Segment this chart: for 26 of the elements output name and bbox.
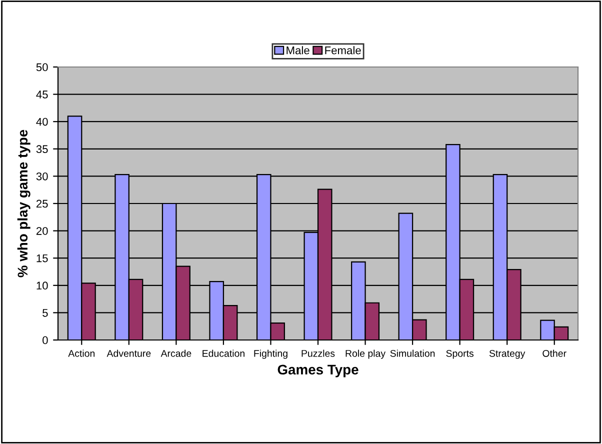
y-axis-title: % who play game type: [17, 130, 30, 278]
x-tick-label: Role play: [346, 350, 386, 359]
y-tick-label: 15: [36, 254, 48, 262]
x-tick-label: Puzzles: [302, 350, 335, 357]
y-tick-label: 45: [36, 90, 48, 98]
y-tick-label: 10: [36, 282, 48, 290]
y-tick-label: 20: [36, 227, 48, 235]
x-tick-label: Other: [542, 350, 566, 357]
y-tick-label: 5: [42, 309, 48, 317]
x-tick-label: Education: [202, 350, 244, 357]
legend-label: Male: [286, 46, 310, 54]
x-tick-label: Strategy: [489, 350, 526, 359]
y-tick-label: 30: [36, 172, 48, 180]
y-tick-label: 0: [42, 336, 48, 344]
x-tick-label: Adventure: [106, 350, 151, 357]
x-tick-label: Simulation: [390, 350, 435, 357]
x-tick-label: Sports: [446, 350, 474, 359]
x-axis-title: Games Type: [278, 364, 358, 378]
y-tick-label: 25: [36, 200, 48, 208]
y-tick-label: 40: [36, 118, 48, 126]
x-tick-label: Arcade: [160, 350, 192, 357]
legend-label: Female: [325, 46, 361, 54]
y-tick-label: 35: [36, 145, 48, 154]
x-tick-label: Fighting: [254, 350, 288, 359]
x-tick-label: Action: [68, 350, 95, 357]
y-tick-label: 50: [36, 63, 48, 72]
